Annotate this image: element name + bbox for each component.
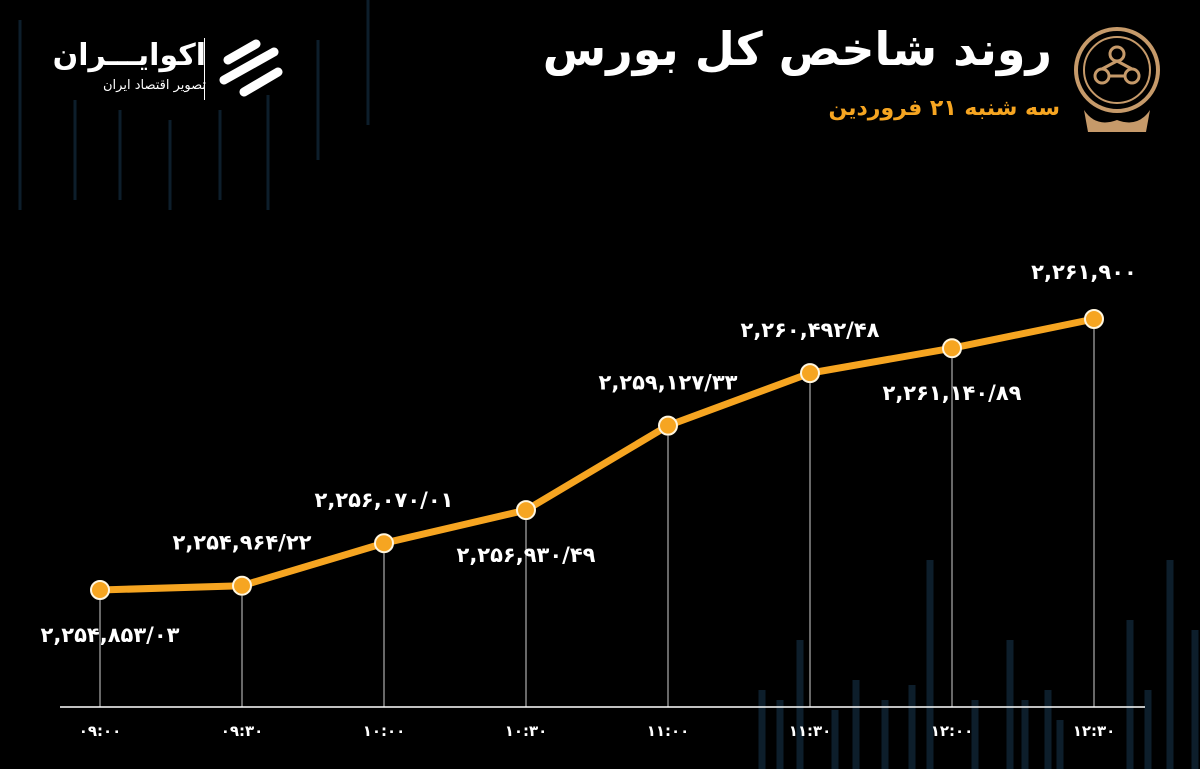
- drop-lines: [99, 329, 1095, 707]
- data-point: [232, 575, 252, 596]
- data-point: [90, 580, 110, 600]
- data-point: [516, 500, 536, 521]
- brand-divider: [204, 38, 205, 100]
- data-point: [658, 415, 678, 436]
- data-point: [1084, 309, 1104, 329]
- x-tick-label: ۱۲:۰۰: [931, 722, 974, 740]
- x-tick-label: ۱۰:۰۰: [363, 722, 406, 740]
- data-label: ۲,۲۵۶,۰۷۰/۰۱: [315, 488, 454, 512]
- x-axis-ticks: ۰۹:۰۰ ۰۹:۳۰ ۱۰:۰۰ ۱۰:۳۰ ۱۱:۰۰ ۱۱:۳۰ ۱۲:۰۰ ۱۲:۳۰: [79, 722, 1116, 740]
- stock-exchange-emblem-icon: [1074, 27, 1160, 132]
- page-title: روند شاخص کل بورس: [542, 22, 1052, 76]
- x-tick-label: ۱۲:۳۰: [1073, 722, 1116, 740]
- page-subtitle: سه شنبه ۲۱ فروردین: [828, 96, 1060, 121]
- data-point: [800, 363, 820, 384]
- brand-name: اکوایـــران: [52, 38, 206, 73]
- data-label: ۲,۲۶۱,۱۴۰/۸۹: [883, 381, 1022, 405]
- data-label: ۲,۲۵۴,۸۵۳/۰۳: [41, 623, 180, 647]
- brand-block: اکوایـــران تصویر اقتصاد ایران: [46, 38, 206, 93]
- data-label: ۲,۲۶۱,۹۰۰: [1031, 260, 1137, 284]
- series-line: [96, 315, 1098, 594]
- data-label: ۲,۲۵۹,۱۲۷/۳۳: [599, 371, 738, 395]
- x-tick-label: ۱۱:۰۰: [647, 722, 690, 740]
- brand-tagline: تصویر اقتصاد ایران: [103, 78, 206, 93]
- data-label: ۲,۲۵۶,۹۳۰/۴۹: [457, 543, 596, 567]
- x-tick-label: ۱۱:۳۰: [789, 722, 832, 740]
- data-point: [374, 533, 394, 554]
- x-tick-label: ۰۹:۰۰: [79, 722, 122, 740]
- data-labels: ۲,۲۵۴,۸۵۳/۰۳ ۲,۲۵۴,۹۶۴/۲۲۲,۲۵۶,۰۷۰/۰۱ ۲,۲۵…: [41, 260, 1137, 647]
- ecoiran-logo-icon: [219, 39, 283, 97]
- x-tick-label: ۱۰:۳۰: [505, 722, 548, 740]
- data-point: [942, 338, 962, 359]
- data-points: [90, 309, 1104, 600]
- data-label: ۲,۲۵۴,۹۶۴/۲۲: [173, 531, 312, 555]
- data-label: ۲,۲۶۰,۴۹۲/۴۸: [741, 318, 880, 342]
- x-tick-label: ۰۹:۳۰: [221, 722, 264, 740]
